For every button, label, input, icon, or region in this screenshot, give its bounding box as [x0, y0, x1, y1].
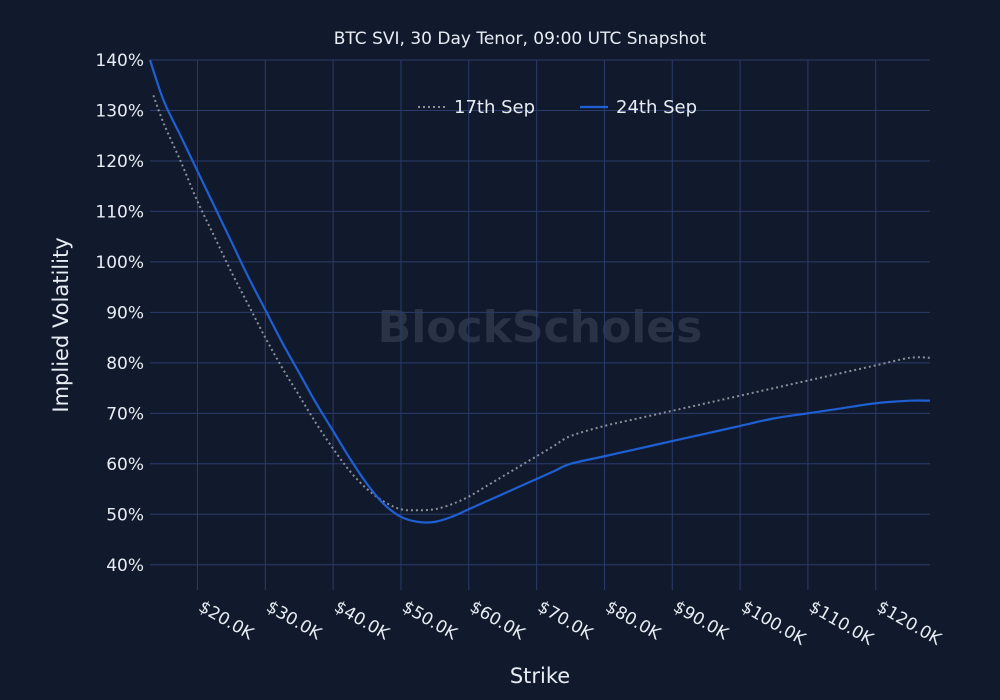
y-tick-label: 110% [95, 202, 144, 222]
x-tick-label: $120.0K [873, 597, 945, 650]
x-tick-label: $80.0K [602, 597, 665, 645]
y-axis: 40% 50% 60% 70% 80% 90% 100% 110% 120% 130% 140% [95, 51, 144, 576]
x-tick-label: $70.0K [534, 597, 597, 645]
grid [150, 59, 930, 590]
y-tick-label: 130% [95, 101, 144, 121]
x-tick-label: $110.0K [805, 597, 877, 650]
y-tick-label: 40% [106, 556, 144, 576]
x-axis: $20.0K $30.0K $40.0K $50.0K $60.0K $70.0K $80.… [195, 597, 945, 650]
x-tick-label: $90.0K [670, 597, 733, 645]
y-tick-label: 80% [106, 354, 144, 374]
y-tick-label: 60% [106, 455, 144, 475]
x-tick-label: $60.0K [466, 597, 529, 645]
legend: 17th Sep 24th Sep [418, 97, 697, 118]
x-tick-label: $40.0K [331, 597, 394, 645]
series-line-2 [148, 59, 931, 524]
chart-title: BTC SVI, 30 Day Tenor, 09:00 UTC Snapsho… [334, 29, 707, 49]
x-tick-label: $100.0K [738, 597, 810, 650]
x-axis-title: Strike [510, 664, 570, 688]
y-tick-label: 50% [106, 505, 144, 525]
y-tick-label: 140% [95, 51, 144, 71]
y-tick-label: 100% [95, 253, 144, 273]
y-tick-label: 90% [106, 303, 144, 323]
y-tick-label: 120% [95, 152, 144, 172]
x-tick-label: $20.0K [195, 597, 258, 645]
x-tick-label: $30.0K [263, 597, 326, 645]
y-axis-title: Implied Volatility [49, 237, 73, 412]
series-layer [148, 59, 931, 524]
series-line-1 [152, 94, 931, 512]
legend-label-1: 17th Sep [454, 97, 535, 118]
watermark: BlockScholes [378, 302, 703, 353]
x-tick-label: $50.0K [398, 597, 461, 645]
legend-label-2: 24th Sep [616, 97, 697, 118]
y-tick-label: 70% [106, 404, 144, 424]
